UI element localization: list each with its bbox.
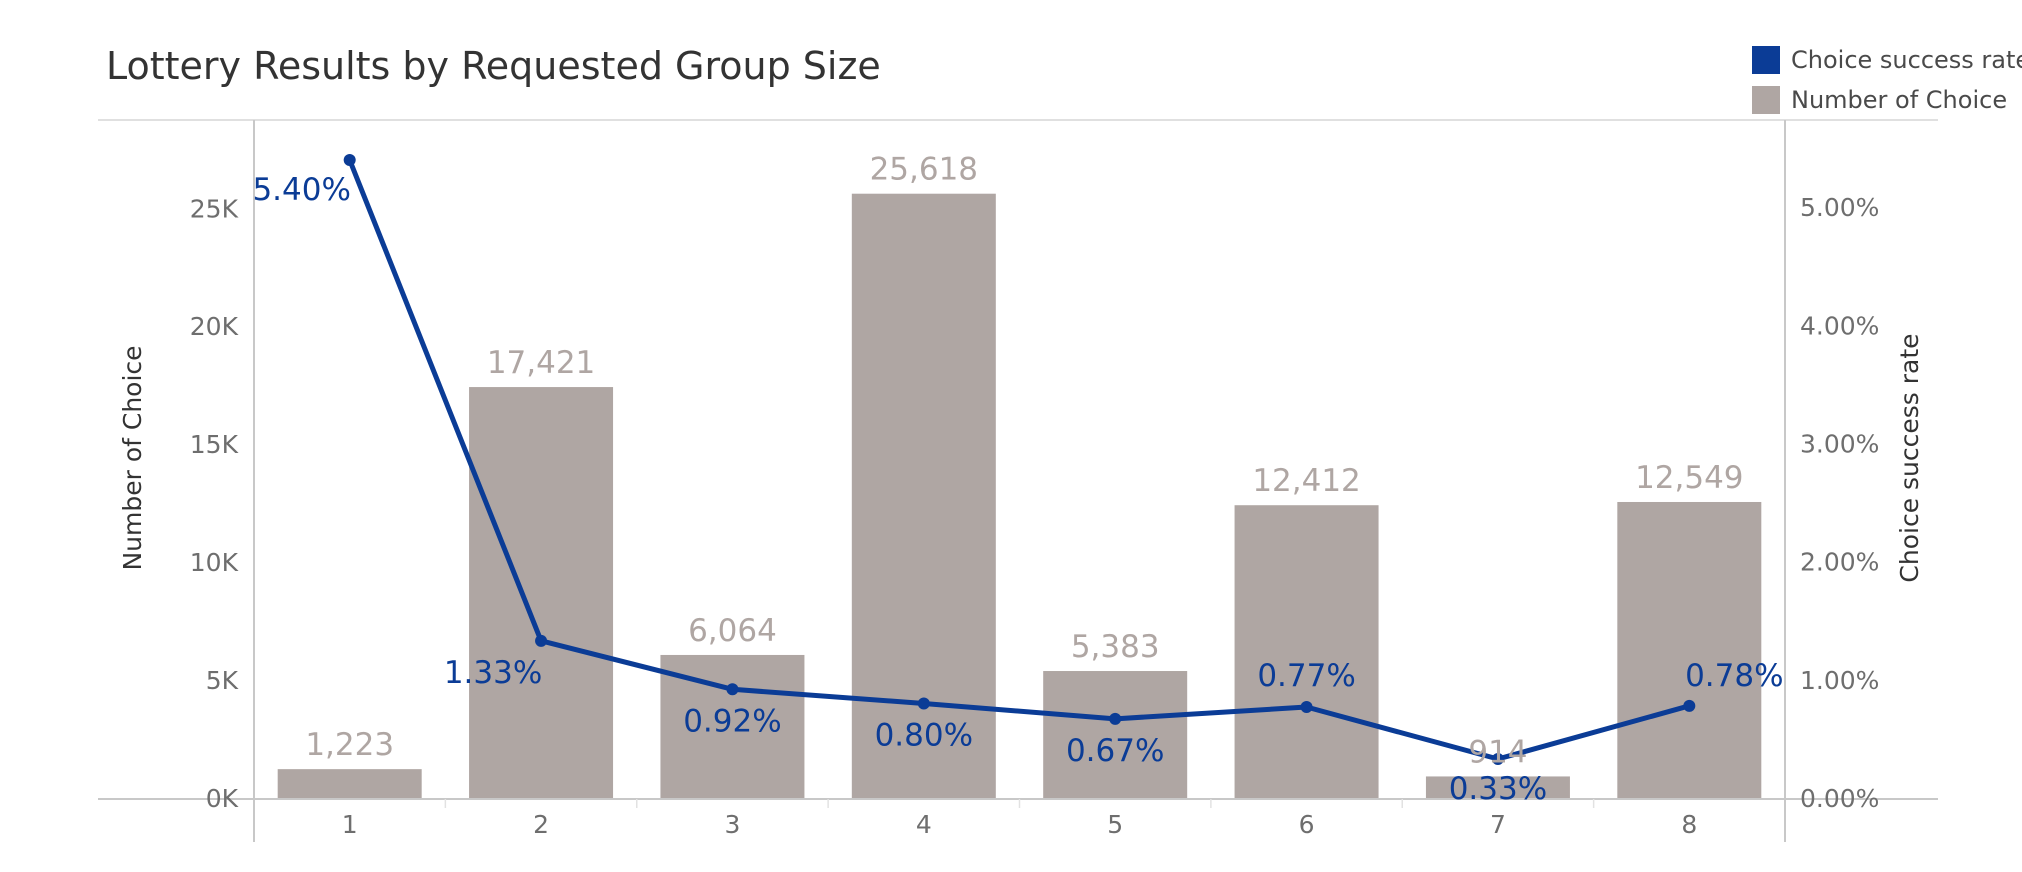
x-tick-label: 6	[1299, 810, 1315, 839]
line-point	[917, 697, 930, 710]
bar	[1425, 776, 1570, 798]
bar-value-label: 914	[1468, 734, 1527, 770]
line-value-label: 0.33%	[1449, 771, 1547, 807]
bar	[469, 387, 614, 798]
bar-value-label: 6,064	[688, 613, 777, 649]
line-point	[1109, 712, 1122, 725]
line-point	[535, 634, 548, 647]
line-point	[726, 683, 739, 696]
left-y-tick-label: 0K	[206, 784, 239, 813]
left-y-tick-label: 10K	[190, 548, 239, 577]
line-point	[1300, 701, 1313, 714]
bar-value-label: 12,549	[1635, 460, 1743, 496]
x-tick-label: 1	[342, 810, 358, 839]
legend: Choice success rate Number of Choice	[1752, 40, 2022, 120]
right-y-tick-label: 4.00%	[1800, 311, 1879, 340]
bar-series	[277, 193, 1762, 799]
chart-title: Lottery Results by Requested Group Size	[106, 44, 881, 88]
bar-value-label: 1,223	[305, 727, 394, 763]
right-y-axis-title: Choice success rate	[1895, 333, 1924, 582]
right-y-tick-label: 0.00%	[1800, 784, 1879, 813]
left-y-tick-label: 25K	[190, 194, 239, 223]
right-y-tick-label: 2.00%	[1800, 548, 1879, 577]
bar-value-label: 5,383	[1071, 629, 1160, 665]
axes: 0K 5K 10K 15K 20K 25K 0.00% 1.00% 2.00% 3.00% 4.00…	[118, 193, 1924, 839]
line-point	[1683, 699, 1696, 712]
line-value-label: 0.80%	[875, 717, 973, 753]
x-tick-label: 4	[916, 810, 932, 839]
chart-frame	[98, 119, 1938, 842]
bar-value-label: 12,412	[1252, 463, 1360, 499]
line-value-label: 1.33%	[444, 655, 542, 691]
legend-swatch-number-of-choice	[1752, 86, 1780, 114]
x-tick-label: 8	[1681, 810, 1697, 839]
line-value-label: 0.67%	[1066, 733, 1164, 769]
legend-item-number-of-choice[interactable]: Number of Choice	[1752, 80, 2022, 120]
right-y-tick-label: 3.00%	[1800, 430, 1879, 459]
bar-value-label: 17,421	[487, 345, 595, 381]
right-y-tick-label: 1.00%	[1800, 666, 1879, 695]
bar	[1617, 501, 1762, 798]
bar	[1234, 505, 1379, 798]
x-tick-label: 7	[1490, 810, 1506, 839]
legend-label-success-rate: Choice success rate	[1791, 46, 2022, 74]
line-value-label: 0.78%	[1685, 658, 1783, 694]
bar	[277, 769, 422, 798]
line-value-label: 5.40%	[252, 172, 350, 208]
legend-swatch-success-rate	[1752, 46, 1780, 74]
bar-value-label: 25,618	[870, 152, 978, 188]
data-labels: 1,223 17,421 6,064 25,618 5,383 12,412 914 12,5…	[252, 152, 1783, 807]
right-y-tick-label: 5.00%	[1800, 193, 1879, 222]
bar	[851, 193, 996, 799]
left-y-tick-label: 15K	[190, 430, 239, 459]
line-point	[1491, 753, 1504, 766]
success-rate-line	[347, 157, 1692, 762]
x-tick-label: 5	[1107, 810, 1123, 839]
x-tick-label: 3	[724, 810, 740, 839]
line-series	[343, 153, 1696, 766]
line-value-label: 0.92%	[683, 703, 781, 739]
left-y-tick-label: 20K	[190, 312, 239, 341]
left-y-tick-label: 5K	[206, 666, 239, 695]
left-y-axis-title: Number of Choice	[118, 345, 147, 570]
bar	[1043, 671, 1188, 798]
line-value-label: 0.77%	[1257, 658, 1355, 694]
line-point	[343, 153, 356, 166]
x-tick-label: 2	[533, 810, 549, 839]
legend-item-success-rate[interactable]: Choice success rate	[1752, 40, 2022, 80]
legend-label-number-of-choice: Number of Choice	[1791, 86, 2008, 114]
